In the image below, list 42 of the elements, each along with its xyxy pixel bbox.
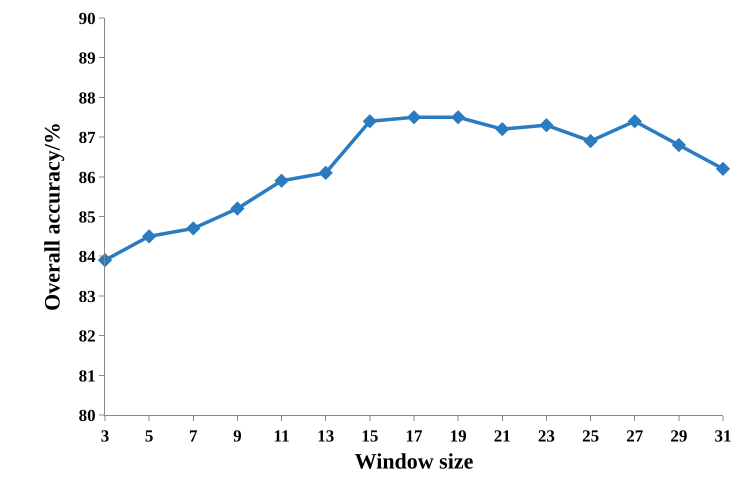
y-tick-label: 88: [78, 88, 96, 108]
point: [539, 118, 554, 132]
point: [274, 174, 289, 188]
x-axis-title: Window size: [354, 448, 474, 474]
x-tick-label: 23: [538, 426, 555, 446]
x-tick-label: 27: [626, 426, 644, 446]
x-tick-label: 13: [317, 426, 334, 446]
point: [186, 221, 200, 236]
x-tick-label: 9: [233, 426, 242, 446]
x-tick-label: 25: [582, 426, 600, 446]
y-tick-label: 87: [78, 128, 96, 148]
x-tick-label: 5: [144, 426, 154, 446]
point: [672, 138, 686, 152]
point: [406, 110, 422, 124]
y-tick-label: 85: [78, 207, 96, 226]
y-axis-title: Overall accuracy/%: [39, 122, 64, 311]
point: [230, 201, 245, 216]
x-tick-label: 19: [450, 426, 467, 446]
y-tick-label: 80: [78, 406, 96, 425]
point: [716, 162, 730, 176]
point: [495, 122, 510, 136]
point: [450, 110, 466, 124]
point: [583, 134, 598, 148]
y-tick-label: 86: [78, 168, 96, 187]
x-tick-label: 29: [670, 426, 688, 446]
y-tick-label: 89: [78, 48, 96, 68]
y-tick-label: 81: [78, 366, 96, 386]
point: [142, 229, 156, 244]
y-tick-label: 82: [78, 326, 96, 346]
x-tick-label: 11: [274, 426, 290, 446]
y-tick-label: 83: [78, 286, 96, 306]
x-tick-label: 15: [361, 426, 378, 446]
point: [362, 114, 378, 128]
x-tick-label: 3: [100, 426, 110, 446]
y-tick-label: 90: [78, 8, 96, 28]
point: [628, 114, 642, 128]
point: [318, 166, 333, 180]
x-tick-label: 17: [406, 426, 423, 446]
x-tick-label: 21: [494, 426, 511, 446]
x-tick-label: 31: [714, 426, 732, 446]
y-tick-label: 84: [78, 247, 96, 266]
x-tick-label: 7: [189, 426, 198, 446]
